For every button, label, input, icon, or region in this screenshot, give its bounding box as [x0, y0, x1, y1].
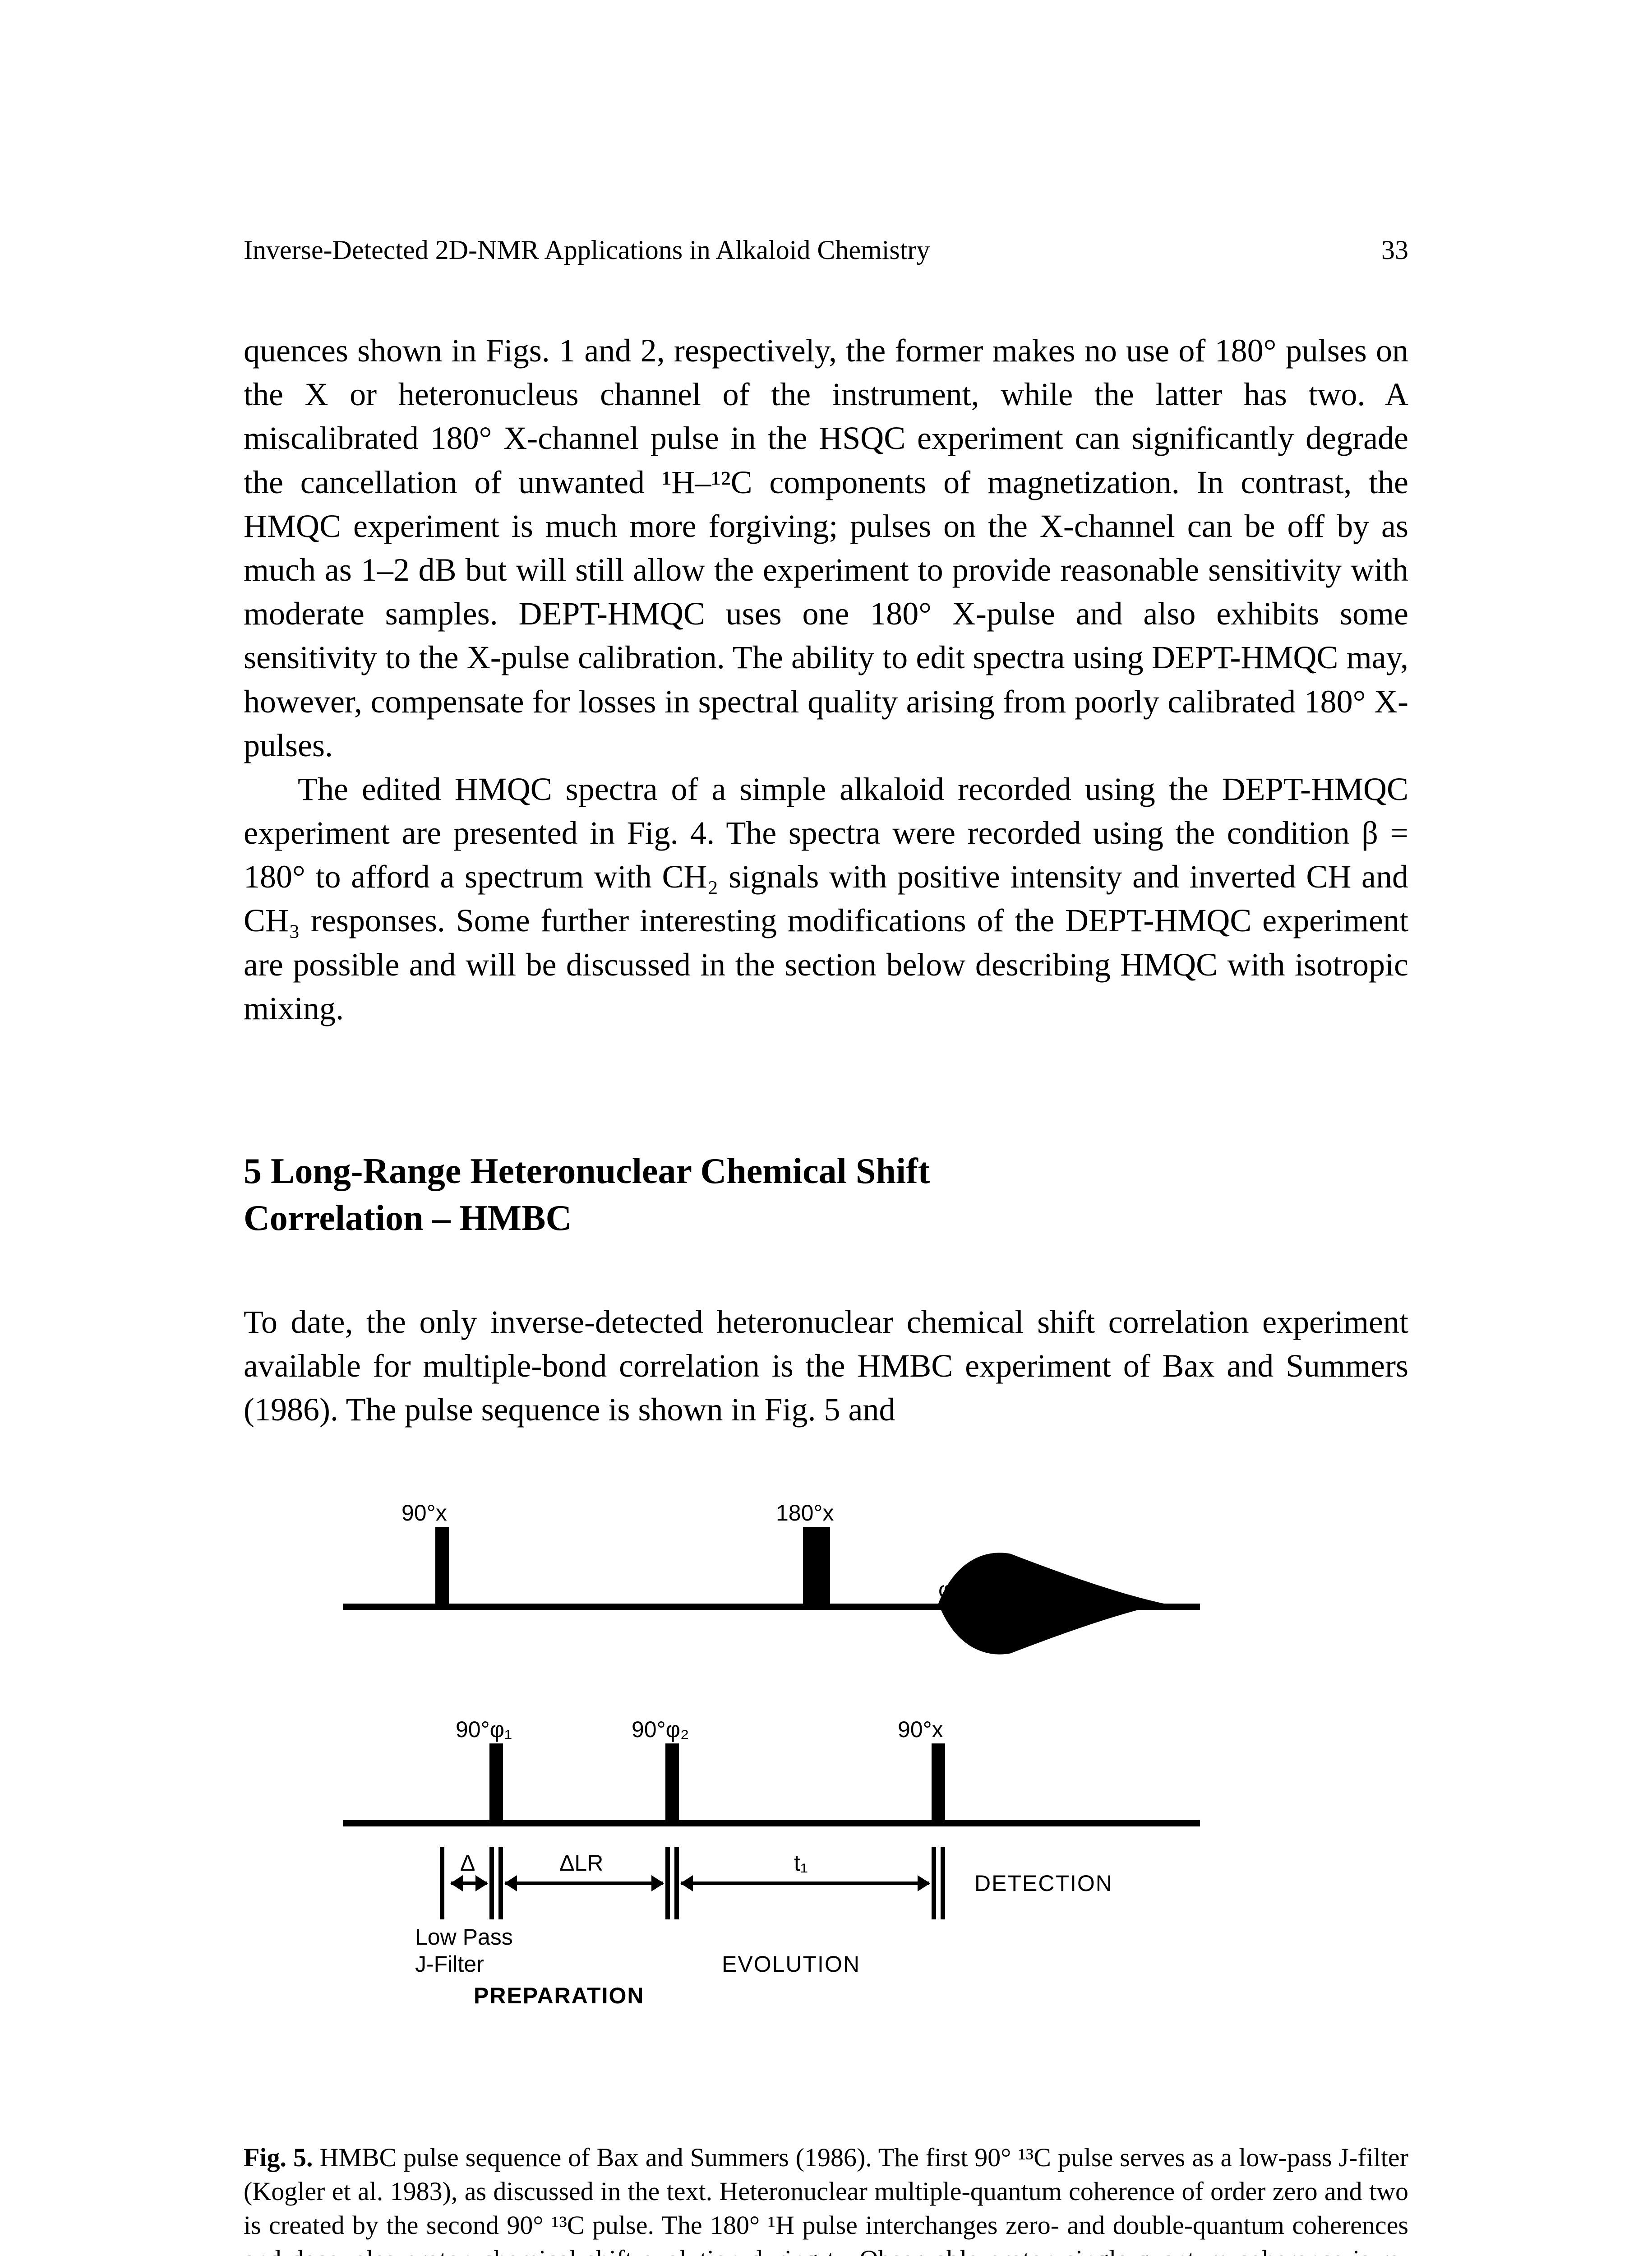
- section-heading-line1: 5 Long-Range Heteronuclear Chemical Shif…: [244, 1148, 1408, 1195]
- interval-arrow-2: [681, 1882, 929, 1885]
- figure-label: Fig. 5.: [244, 2143, 313, 2172]
- bottom-channel-baseline: [343, 1820, 1200, 1826]
- running-head-left: Inverse-Detected 2D-NMR Applications in …: [244, 235, 930, 266]
- paragraph-3: To date, the only inverse-detected heter…: [244, 1300, 1408, 1432]
- top-pulse-label-0: 90°x: [401, 1500, 447, 1526]
- figure-5: 90°x180°xφR90°φ₁90°φ₂90°xΔΔLRt₁DETECTION…: [244, 1486, 1408, 2256]
- interval-label-0: Δ: [460, 1850, 475, 1876]
- interval-dbltick-2: [665, 1847, 679, 1919]
- section-heading: 5 Long-Range Heteronuclear Chemical Shif…: [244, 1148, 1408, 1242]
- interval-tick-0: [440, 1847, 444, 1919]
- section-heading-line2: Correlation – HMBC: [244, 1195, 1408, 1242]
- page: Inverse-Detected 2D-NMR Applications in …: [0, 0, 1652, 2256]
- bottom-pulse-label-1: 90°φ₂: [632, 1716, 689, 1743]
- bottom-pulse-1: [665, 1743, 679, 1820]
- top-pulse-0: [435, 1527, 449, 1604]
- running-head: Inverse-Detected 2D-NMR Applications in …: [244, 235, 1408, 266]
- bottom-pulse-label-2: 90°x: [898, 1716, 943, 1743]
- paragraph-1: quences shown in Figs. 1 and 2, respecti…: [244, 329, 1408, 767]
- figure-caption-text: HMBC pulse sequence of Bax and Summers (…: [244, 2143, 1408, 2256]
- preparation-label: PREPARATION: [474, 1983, 645, 2009]
- interval-arrow-1: [505, 1882, 663, 1885]
- paragraph-2: The edited HMQC spectra of a simple alka…: [244, 767, 1408, 1031]
- bottom-pulse-0: [489, 1743, 503, 1820]
- bottom-pulse-2: [932, 1743, 945, 1820]
- interval-label-1: ΔLR: [559, 1850, 603, 1876]
- top-pulse-1: [803, 1527, 830, 1604]
- evolution-label: EVOLUTION: [722, 1951, 860, 1977]
- interval-dbltick-3: [932, 1847, 945, 1919]
- interval-dbltick-1: [489, 1847, 503, 1919]
- detection-label: DETECTION: [974, 1870, 1113, 1896]
- interval-label-2: t₁: [794, 1850, 808, 1876]
- lowpass-label-1: Low Pass: [415, 1924, 513, 1950]
- figure-caption: Fig. 5. HMBC pulse sequence of Bax and S…: [244, 2140, 1408, 2256]
- pulse-sequence-diagram: 90°x180°xφR90°φ₁90°φ₂90°xΔΔLRt₁DETECTION…: [298, 1486, 1245, 2118]
- bottom-pulse-label-0: 90°φ₁: [456, 1716, 512, 1743]
- fid-envelope-icon: [938, 1547, 1164, 1664]
- top-pulse-label-1: 180°x: [776, 1500, 834, 1526]
- lowpass-label-2: J-Filter: [415, 1951, 484, 1977]
- running-head-right: 33: [1381, 235, 1408, 266]
- interval-arrow-0: [451, 1882, 487, 1885]
